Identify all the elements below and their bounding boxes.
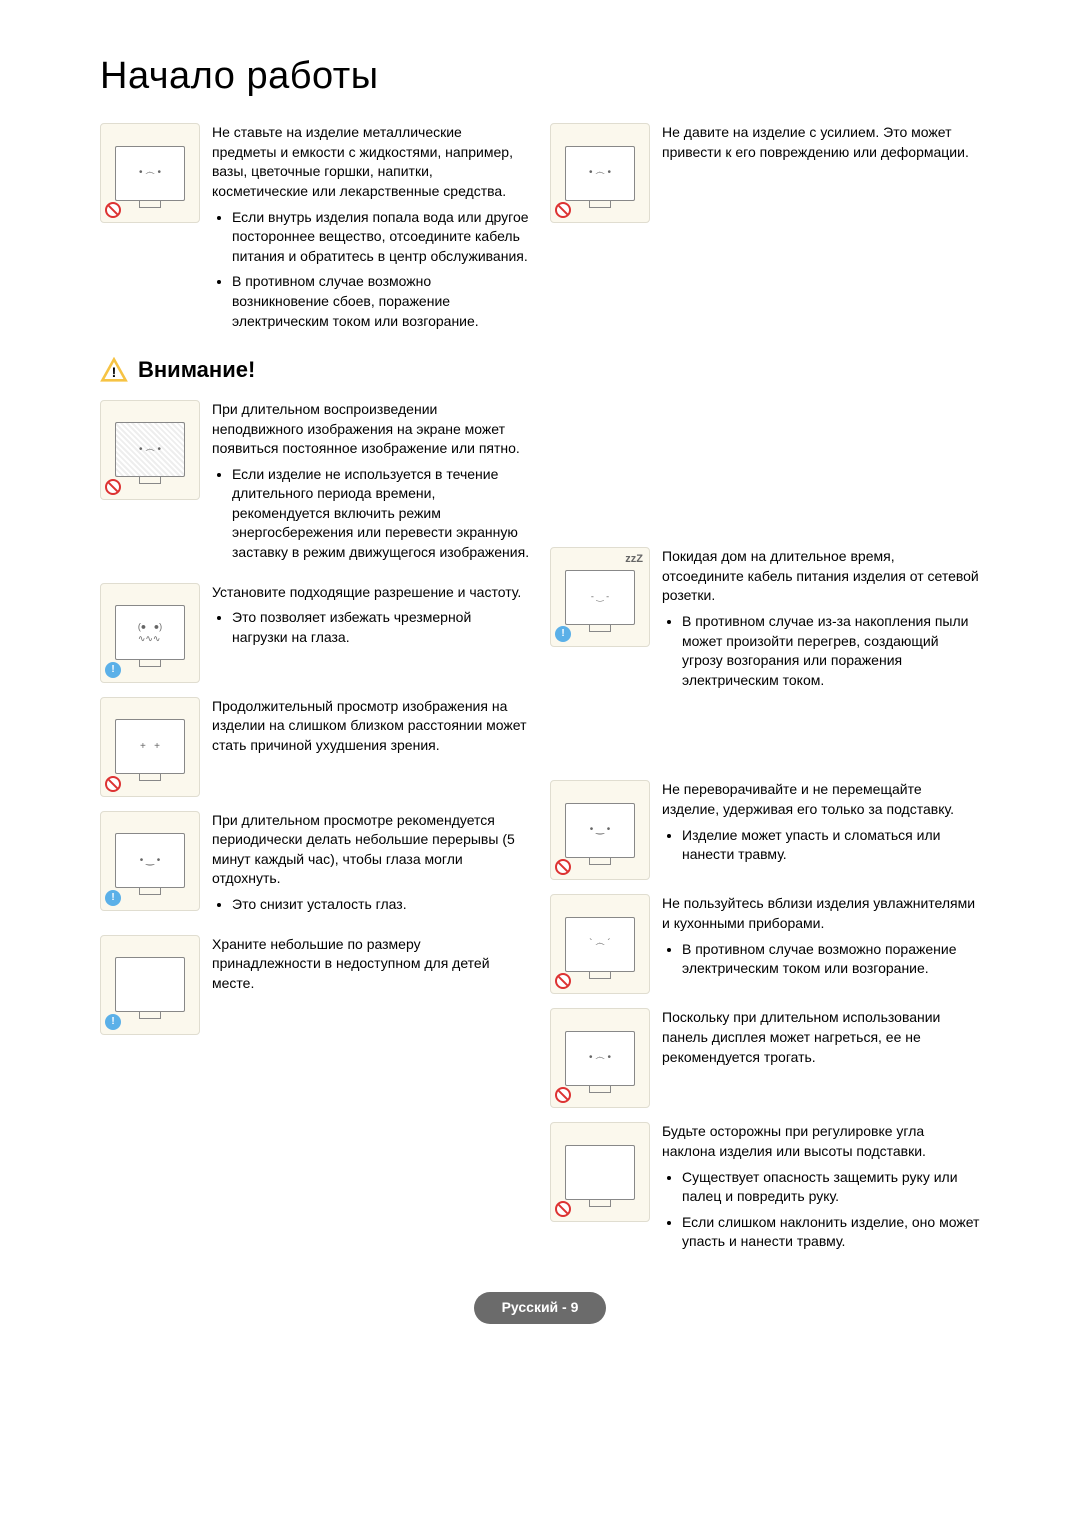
item-bullet: Если внутрь изделия попала вода или друг… [232,208,530,267]
item-text: Покидая дом на длительное время, отсоеди… [662,547,980,606]
item-text: Не ставьте на изделие металлические пред… [212,123,530,201]
item-bullet: В противном случае возможно поражение эл… [682,940,980,979]
item-text: Не давите на изделие с усилием. Это може… [662,123,980,162]
content-columns: • ෴ • Не ставьте на изделие металлически… [100,123,980,1272]
illustration-close-viewing: + + [100,697,200,797]
safety-item: Храните небольшие по размеру принадлежно… [100,935,530,1035]
item-bullet: В противном случае возможно возникновени… [232,272,530,331]
item-text: Не пользуйтесь вблизи изделия увлажнител… [662,894,980,933]
safety-item: (● ●)∿∿∿ Установите подходящие разрешени… [100,583,530,683]
item-bullet: В противном случае из-за накопления пыли… [682,612,980,690]
page-title: Начало работы [100,50,980,103]
prohibit-icon [555,859,571,875]
page-footer: Русский - 9 [100,1292,980,1324]
right-column: • ෴ • Не давите на изделие с усилием. Эт… [550,123,980,1272]
left-column: • ෴ • Не ставьте на изделие металлически… [100,123,530,1272]
info-icon [105,1014,121,1030]
item-bullet: Изделие может упасть и сломаться или нан… [682,826,980,865]
illustration-humidifier: ` ෴ ´ [550,894,650,994]
item-text: Будьте осторожны при регулировке угла на… [662,1122,980,1161]
safety-item: + + Продолжительный просмотр изображения… [100,697,530,797]
item-text: Храните небольшие по размеру принадлежно… [212,935,530,994]
prohibit-icon [555,973,571,989]
safety-item: Будьте осторожны при регулировке угла на… [550,1122,980,1258]
prohibit-icon [105,202,121,218]
caution-triangle-icon: ! [100,357,128,385]
info-icon [555,626,571,642]
caution-header: ! Внимание! [100,355,530,386]
item-bullet: Существует опасность защемить руку или п… [682,1168,980,1207]
item-text: Не переворачивайте и не перемещайте изде… [662,780,980,819]
illustration-tilt-adjust [550,1122,650,1222]
page-number-pill: Русский - 9 [474,1292,607,1324]
prohibit-icon [555,1201,571,1217]
safety-item: - ‿ - zzZ Покидая дом на длительное врем… [550,547,980,696]
item-text: Поскольку при длительном использовании п… [662,1008,980,1067]
prohibit-icon [555,202,571,218]
illustration-carry-by-stand: • ‿ • [550,780,650,880]
illustration-unplug-away: - ‿ - zzZ [550,547,650,647]
illustration-eye-rest: • ‿ • [100,811,200,911]
svg-text:!: ! [112,363,117,379]
item-bullet: Это позволяет избежать чрезмерной нагруз… [232,608,530,647]
prohibit-icon [105,479,121,495]
item-text: Установите подходящие разрешение и часто… [212,583,530,603]
safety-item: ` ෴ ´ Не пользуйтесь вблизи изделия увла… [550,894,980,994]
safety-item: • ‿ • При длительном просмотре рекоменду… [100,811,530,921]
illustration-hot-panel: • ෴ • [550,1008,650,1108]
caution-label: Внимание! [138,355,255,386]
safety-item: • ෴ • При длительном воспроизведении неп… [100,400,530,569]
item-bullet: Это снизит усталость глаз. [232,895,530,915]
info-icon [105,890,121,906]
item-text: При длительном воспроизведении неподвижн… [212,400,530,459]
item-bullet: Если слишком наклонить изделие, оно може… [682,1213,980,1252]
illustration-burn-in: • ෴ • [100,400,200,500]
prohibit-icon [555,1087,571,1103]
item-text: Продолжительный просмотр изображения на … [212,697,530,756]
safety-item: • ‿ • Не переворачивайте и не перемещайт… [550,780,980,880]
item-bullet: Если изделие не используется в течение д… [232,465,530,563]
safety-item: • ෴ • Не давите на изделие с усилием. Эт… [550,123,980,223]
safety-item: • ෴ • Поскольку при длительном использов… [550,1008,980,1108]
safety-item: • ෴ • Не ставьте на изделие металлически… [100,123,530,337]
illustration-small-parts-children [100,935,200,1035]
illustration-press-force: • ෴ • [550,123,650,223]
prohibit-icon [105,776,121,792]
info-icon [105,662,121,678]
illustration-resolution: (● ●)∿∿∿ [100,583,200,683]
illustration-liquids-on-device: • ෴ • [100,123,200,223]
item-text: При длительном просмотре рекомендуется п… [212,811,530,889]
